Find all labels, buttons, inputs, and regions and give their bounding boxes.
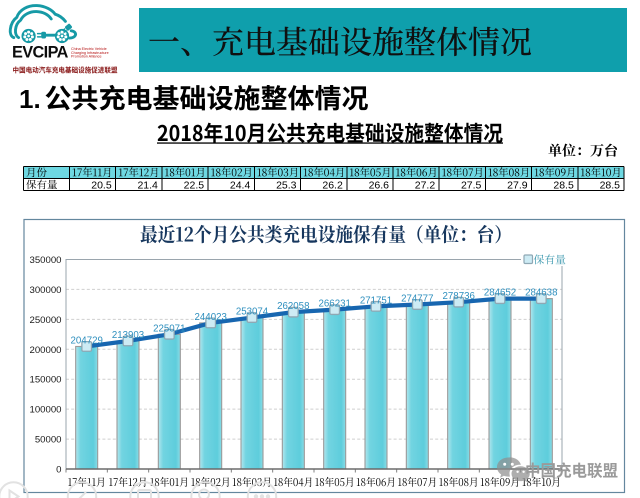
svg-text:26.6: 26.6 — [369, 179, 390, 191]
svg-text:284638: 284638 — [525, 288, 557, 299]
svg-text:271751: 271751 — [360, 295, 392, 306]
svg-text:213903: 213903 — [112, 330, 144, 341]
svg-text:27.9: 27.9 — [507, 179, 528, 191]
svg-text:278736: 278736 — [443, 291, 475, 302]
svg-text:Promotion Alliance: Promotion Alliance — [71, 55, 102, 59]
svg-text:EVCIPA: EVCIPA — [12, 44, 69, 62]
svg-text:25.3: 25.3 — [276, 179, 297, 191]
svg-text:28.5: 28.5 — [553, 179, 574, 191]
svg-text:244023: 244023 — [195, 312, 227, 323]
svg-text:350000: 350000 — [29, 255, 61, 266]
svg-text:27.5: 27.5 — [461, 179, 482, 191]
svg-text:284652: 284652 — [484, 288, 516, 299]
svg-text:24.4: 24.4 — [230, 179, 251, 191]
svg-text:0: 0 — [56, 465, 61, 476]
svg-text:28.5: 28.5 — [600, 179, 621, 191]
svg-text:27.2: 27.2 — [415, 179, 436, 191]
svg-text:274777: 274777 — [401, 294, 433, 305]
svg-text:50000: 50000 — [35, 435, 62, 446]
svg-text:200000: 200000 — [29, 345, 61, 356]
svg-text:22.5: 22.5 — [184, 179, 205, 191]
svg-text:100000: 100000 — [29, 405, 61, 416]
svg-text:250000: 250000 — [29, 315, 61, 326]
svg-text:20.5: 20.5 — [91, 179, 112, 191]
svg-text:1.: 1. — [19, 84, 41, 114]
svg-text:262058: 262058 — [277, 301, 309, 312]
svg-text:253074: 253074 — [236, 307, 269, 318]
svg-text:Charging Infrastructure: Charging Infrastructure — [71, 51, 109, 55]
svg-text:China Electric Vehicle: China Electric Vehicle — [71, 47, 107, 51]
svg-text:150000: 150000 — [29, 375, 61, 386]
svg-text:204729: 204729 — [71, 336, 103, 347]
svg-text:266231: 266231 — [319, 299, 351, 310]
svg-text:300000: 300000 — [29, 285, 61, 296]
svg-text:21.4: 21.4 — [137, 179, 158, 191]
svg-text:26.2: 26.2 — [322, 179, 343, 191]
svg-text:225071: 225071 — [153, 323, 185, 334]
